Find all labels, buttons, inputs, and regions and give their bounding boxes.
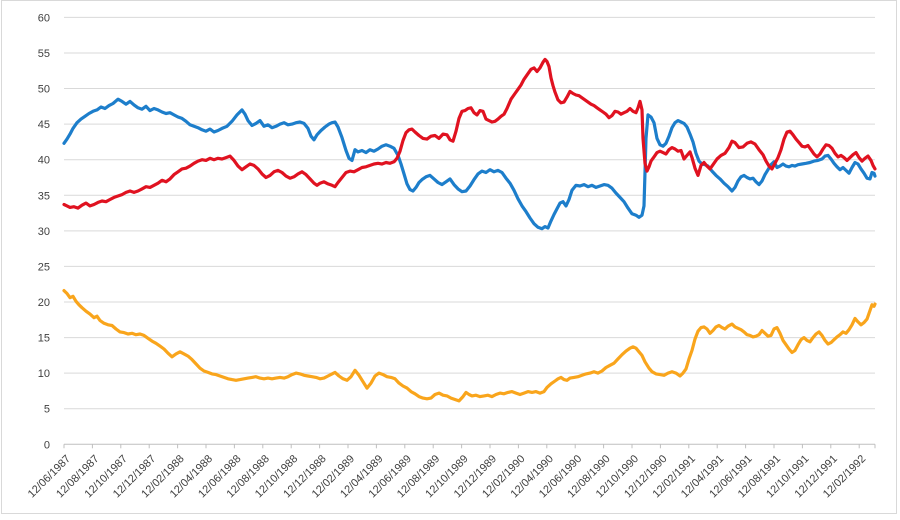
- y-axis-tick-label: 55: [38, 48, 50, 60]
- blue-series-line: [62, 97, 877, 231]
- y-axis-tick-label: 25: [38, 261, 50, 273]
- y-axis-tick-label: 45: [38, 119, 50, 131]
- y-axis-tick-label: 20: [38, 297, 50, 309]
- y-axis-tick-label: 60: [38, 12, 50, 24]
- y-axis-labels: 0 5 10 15 20 25 30 35 40 45 50 55 60: [38, 12, 50, 451]
- y-axis-tick-label: 30: [38, 226, 50, 238]
- y-axis-tick-label: 10: [38, 368, 50, 380]
- y-axis-tick-label: 0: [44, 439, 50, 451]
- red-series-line: [62, 57, 877, 210]
- series-lines: [62, 57, 877, 403]
- y-axis-tick-label: 35: [38, 190, 50, 202]
- y-axis-tick-label: 5: [44, 404, 50, 416]
- x-axis: [63, 443, 876, 449]
- y-axis-tick-label: 50: [38, 84, 50, 96]
- y-axis-tick-label: 15: [38, 333, 50, 345]
- y-axis-tick-label: 40: [38, 155, 50, 167]
- orange-series-line: [62, 289, 877, 403]
- x-axis-labels: 12/06/198712/08/198712/10/198712/12/1987…: [26, 453, 869, 500]
- gridlines: [64, 16, 875, 410]
